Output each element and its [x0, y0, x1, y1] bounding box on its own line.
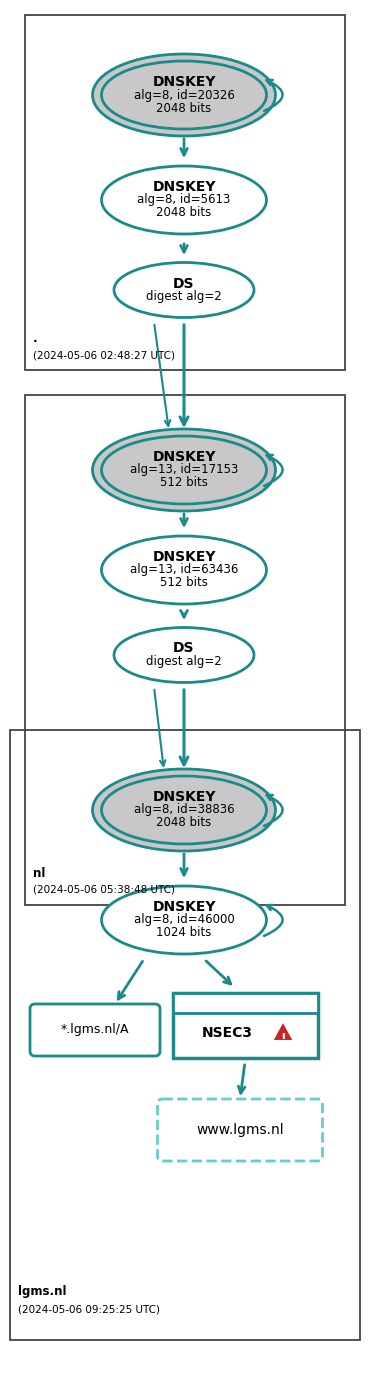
Ellipse shape — [92, 429, 276, 511]
Text: (2024-05-06 02:48:27 UTC): (2024-05-06 02:48:27 UTC) — [33, 350, 175, 360]
Ellipse shape — [102, 435, 266, 504]
Ellipse shape — [102, 61, 266, 130]
Text: 2048 bits: 2048 bits — [156, 102, 212, 114]
Text: *.lgms.nl/A: *.lgms.nl/A — [61, 1024, 129, 1036]
Text: alg=8, id=38836: alg=8, id=38836 — [134, 803, 234, 817]
Bar — [25, 15, 345, 371]
Text: 1024 bits: 1024 bits — [156, 926, 212, 940]
FancyArrowPatch shape — [264, 905, 283, 936]
Text: lgms.nl: lgms.nl — [18, 1286, 67, 1298]
Ellipse shape — [102, 536, 266, 604]
Text: digest alg=2: digest alg=2 — [146, 289, 222, 303]
Text: alg=8, id=20326: alg=8, id=20326 — [134, 88, 234, 102]
FancyArrowPatch shape — [264, 795, 283, 825]
FancyBboxPatch shape — [158, 1100, 322, 1162]
Text: !: ! — [280, 1032, 286, 1045]
Text: alg=13, id=17153: alg=13, id=17153 — [130, 463, 238, 477]
Text: DNSKEY: DNSKEY — [152, 74, 216, 90]
Text: DNSKEY: DNSKEY — [152, 790, 216, 803]
Text: 2048 bits: 2048 bits — [156, 817, 212, 830]
Bar — [25, 395, 345, 905]
Text: 2048 bits: 2048 bits — [156, 207, 212, 219]
Ellipse shape — [102, 165, 266, 234]
Ellipse shape — [92, 54, 276, 136]
Ellipse shape — [114, 627, 254, 682]
Ellipse shape — [92, 769, 276, 852]
Text: (2024-05-06 09:25:25 UTC): (2024-05-06 09:25:25 UTC) — [18, 1305, 160, 1315]
Text: DS: DS — [173, 277, 195, 291]
FancyArrowPatch shape — [264, 455, 283, 486]
Text: NSEC3: NSEC3 — [202, 1027, 252, 1040]
Text: nl: nl — [33, 867, 45, 881]
FancyBboxPatch shape — [30, 1005, 160, 1056]
Text: digest alg=2: digest alg=2 — [146, 655, 222, 668]
Bar — [173, 992, 318, 1057]
Ellipse shape — [102, 776, 266, 843]
Text: www.lgms.nl: www.lgms.nl — [196, 1123, 284, 1137]
Bar — [10, 730, 360, 1339]
Text: alg=8, id=5613: alg=8, id=5613 — [137, 193, 231, 207]
FancyArrowPatch shape — [264, 80, 283, 110]
Text: 512 bits: 512 bits — [160, 477, 208, 489]
Polygon shape — [272, 1021, 294, 1040]
Text: alg=13, id=63436: alg=13, id=63436 — [130, 564, 238, 576]
Text: DNSKEY: DNSKEY — [152, 451, 216, 464]
Text: DNSKEY: DNSKEY — [152, 900, 216, 914]
Text: 512 bits: 512 bits — [160, 576, 208, 590]
Text: alg=8, id=46000: alg=8, id=46000 — [134, 914, 234, 926]
Text: .: . — [33, 332, 38, 344]
Text: (2024-05-06 05:38:48 UTC): (2024-05-06 05:38:48 UTC) — [33, 885, 175, 894]
Text: DS: DS — [173, 642, 195, 656]
Ellipse shape — [102, 886, 266, 954]
Text: DNSKEY: DNSKEY — [152, 550, 216, 564]
Ellipse shape — [114, 262, 254, 317]
Text: DNSKEY: DNSKEY — [152, 181, 216, 194]
Bar — [173, 992, 318, 1013]
